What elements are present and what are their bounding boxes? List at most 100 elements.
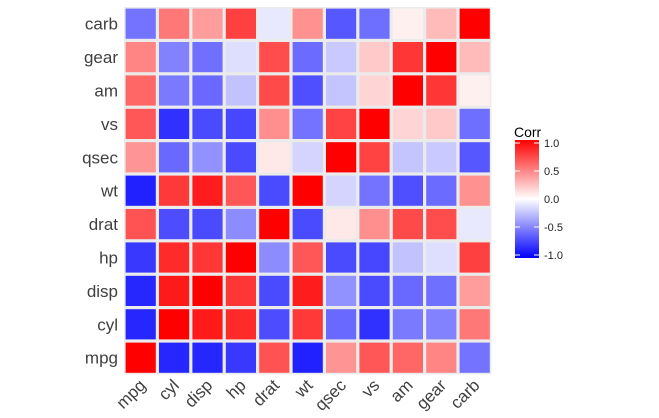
legend-tick-label: -1.0 [544, 250, 563, 262]
tile-cyl-wt [292, 309, 323, 340]
tile-am-vs [359, 75, 390, 106]
tile-am-disp [192, 75, 223, 106]
tile-gear-drat [259, 42, 290, 73]
y-tick-label-qsec: qsec [82, 148, 118, 167]
tile-mpg-cyl [159, 342, 190, 373]
x-tick-label-am: am [387, 376, 417, 406]
tile-hp-vs [359, 242, 390, 273]
tile-wt-carb [459, 175, 490, 206]
tile-cyl-cyl [159, 309, 190, 340]
tile-disp-disp [192, 275, 223, 306]
tile-hp-hp [225, 242, 256, 273]
tile-qsec-cyl [159, 142, 190, 173]
tile-disp-drat [259, 275, 290, 306]
tile-drat-gear [426, 209, 457, 240]
x-tick-label-carb: carb [447, 376, 484, 413]
tile-drat-am [392, 209, 423, 240]
x-tick-label-disp: disp [181, 376, 216, 411]
tile-disp-cyl [159, 275, 190, 306]
tile-mpg-hp [225, 342, 256, 373]
tile-carb-hp [225, 8, 256, 39]
tile-mpg-vs [359, 342, 390, 373]
tile-carb-drat [259, 8, 290, 39]
tile-hp-am [392, 242, 423, 273]
x-tick-label-vs: vs [358, 376, 383, 401]
tile-qsec-carb [459, 142, 490, 173]
tile-vs-disp [192, 108, 223, 139]
tile-cyl-carb [459, 309, 490, 340]
tile-vs-carb [459, 108, 490, 139]
tile-drat-qsec [326, 209, 357, 240]
tile-wt-qsec [326, 175, 357, 206]
tile-cyl-qsec [326, 309, 357, 340]
tile-drat-carb [459, 209, 490, 240]
tile-hp-carb [459, 242, 490, 273]
tile-am-carb [459, 75, 490, 106]
x-tick-label-gear: gear [413, 376, 451, 414]
tile-disp-hp [225, 275, 256, 306]
tile-drat-drat [259, 209, 290, 240]
tile-wt-hp [225, 175, 256, 206]
tile-disp-qsec [326, 275, 357, 306]
tile-am-cyl [159, 75, 190, 106]
tile-wt-cyl [159, 175, 190, 206]
y-tick-label-gear: gear [84, 48, 118, 67]
tile-cyl-drat [259, 309, 290, 340]
tile-gear-disp [192, 42, 223, 73]
tile-qsec-vs [359, 142, 390, 173]
legend-ticks: 1.0 0.5 0.0 -0.5 -1.0 [515, 138, 563, 262]
tile-carb-am [392, 8, 423, 39]
tile-am-mpg [125, 75, 156, 106]
tile-wt-am [392, 175, 423, 206]
tile-cyl-am [392, 309, 423, 340]
tile-qsec-gear [426, 142, 457, 173]
tile-carb-mpg [125, 8, 156, 39]
tile-drat-cyl [159, 209, 190, 240]
tile-gear-hp [225, 42, 256, 73]
tile-gear-qsec [326, 42, 357, 73]
tile-wt-mpg [125, 175, 156, 206]
y-tick-label-hp: hp [99, 249, 118, 268]
x-tick-label-hp: hp [223, 376, 250, 403]
tile-hp-mpg [125, 242, 156, 273]
tile-qsec-hp [225, 142, 256, 173]
tile-am-am [392, 75, 423, 106]
tile-qsec-am [392, 142, 423, 173]
tile-gear-cyl [159, 42, 190, 73]
tile-drat-mpg [125, 209, 156, 240]
tile-am-gear [426, 75, 457, 106]
tile-qsec-qsec [326, 142, 357, 173]
tile-vs-gear [426, 108, 457, 139]
y-tick-label-vs: vs [101, 115, 118, 134]
tile-gear-gear [426, 42, 457, 73]
x-tick-label-wt: wt [290, 376, 316, 402]
y-tick-label-mpg: mpg [85, 349, 118, 368]
tile-hp-wt [292, 242, 323, 273]
tile-am-qsec [326, 75, 357, 106]
tile-gear-wt [292, 42, 323, 73]
tile-vs-vs [359, 108, 390, 139]
y-tick-label-am: am [94, 82, 118, 101]
tile-disp-vs [359, 275, 390, 306]
tile-mpg-mpg [125, 342, 156, 373]
tile-disp-wt [292, 275, 323, 306]
tile-mpg-wt [292, 342, 323, 373]
legend-tick-label: 0.5 [544, 166, 559, 178]
tile-mpg-disp [192, 342, 223, 373]
heatmap-tiles [125, 8, 490, 373]
tile-drat-wt [292, 209, 323, 240]
tile-wt-drat [259, 175, 290, 206]
x-tick-label-mpg: mpg [113, 376, 150, 413]
tile-carb-gear [426, 8, 457, 39]
tile-carb-cyl [159, 8, 190, 39]
tile-qsec-mpg [125, 142, 156, 173]
tile-am-hp [225, 75, 256, 106]
y-tick-label-disp: disp [87, 282, 118, 301]
tile-carb-disp [192, 8, 223, 39]
tile-cyl-disp [192, 309, 223, 340]
tile-disp-carb [459, 275, 490, 306]
tile-wt-vs [359, 175, 390, 206]
tile-hp-qsec [326, 242, 357, 273]
